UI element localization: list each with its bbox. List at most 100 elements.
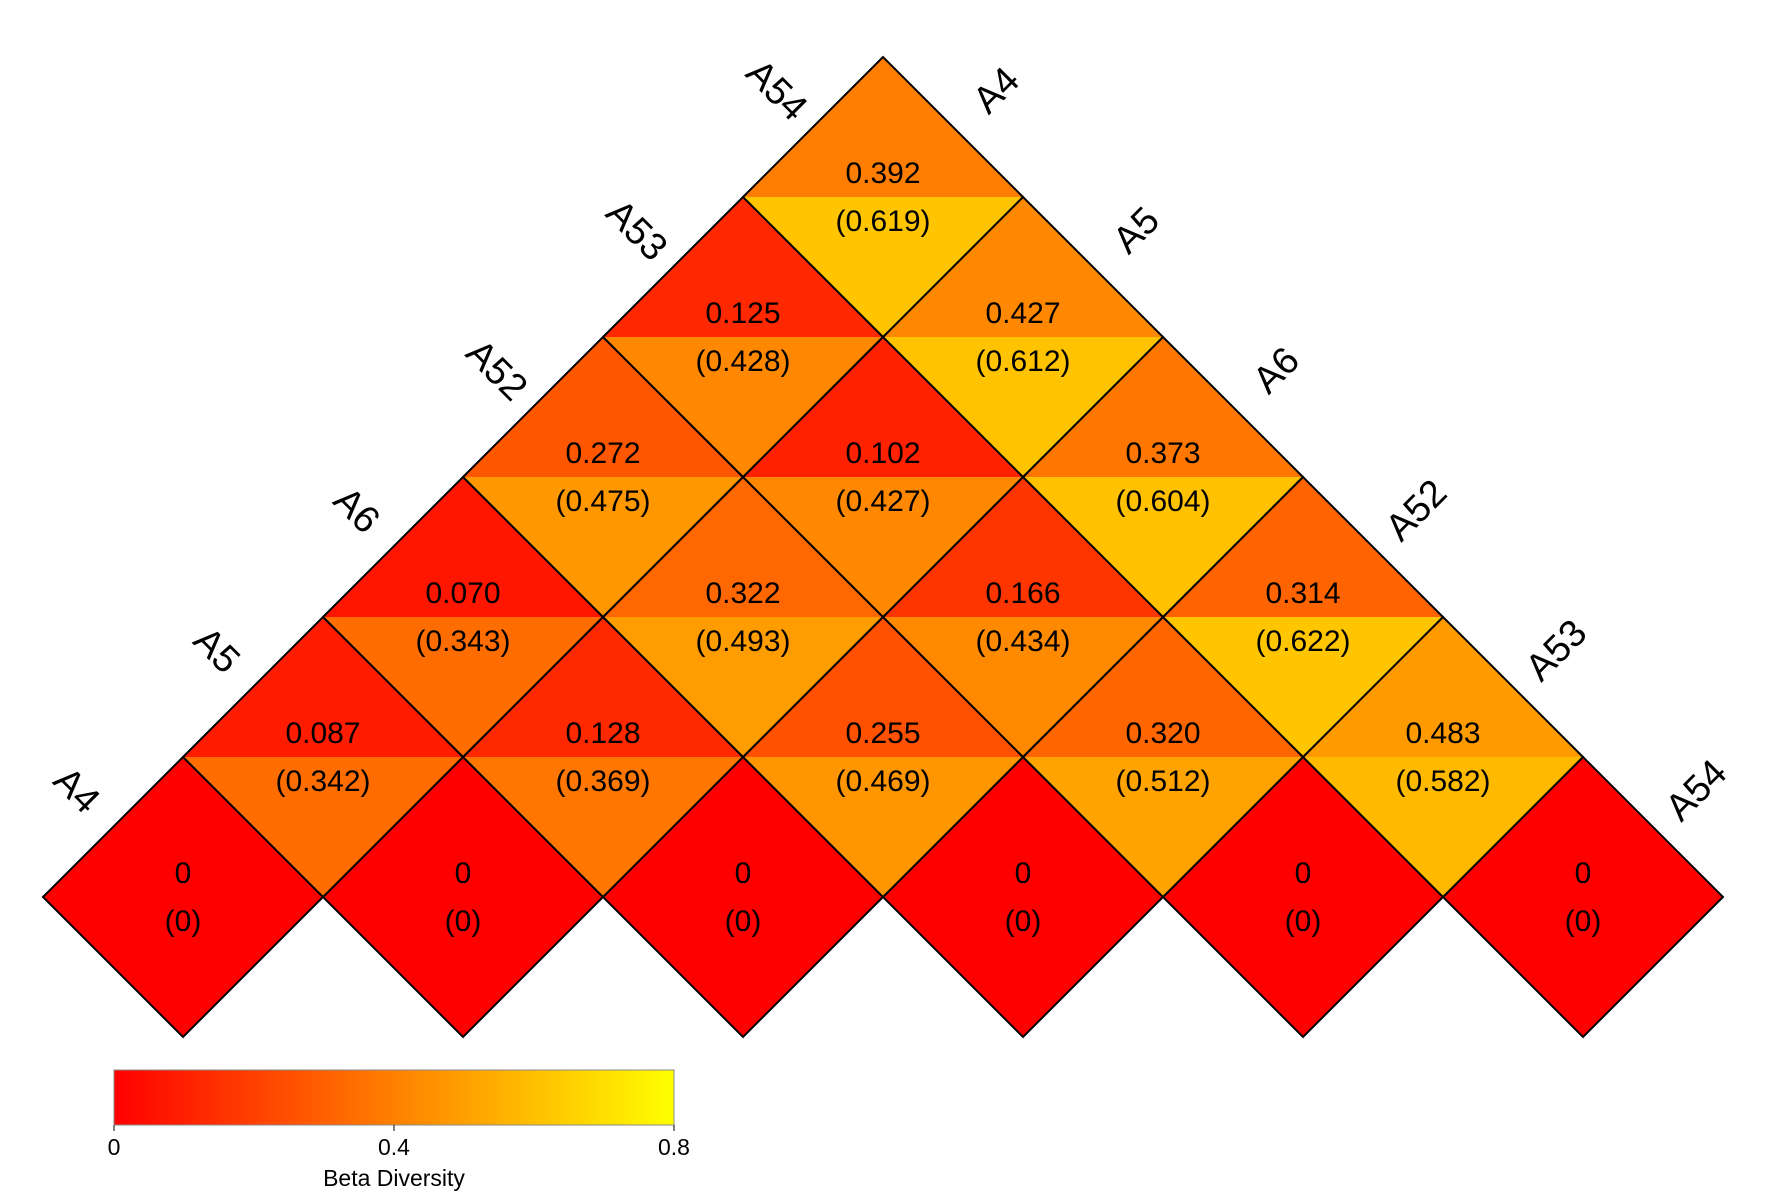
cell-paren-value-label: (0.619)	[835, 205, 930, 238]
legend-tick-label: 0.8	[658, 1134, 690, 1160]
cell-bottom-half	[463, 477, 743, 617]
cell-value-label: 0	[175, 857, 192, 890]
cell-bottom-half	[1303, 757, 1583, 897]
heatmap-cell: 0.125 (0.428)	[601, 195, 885, 479]
cell-value-label: 0.314	[1265, 577, 1340, 610]
cell-paren-value-label: (0.475)	[555, 485, 650, 518]
cell-top-half	[1303, 617, 1583, 757]
cell-top-half	[1443, 757, 1723, 897]
heatmap-cell: 0.087 (0.342)	[181, 615, 465, 899]
cell-paren-value-label: (0.342)	[275, 765, 370, 798]
legend-title: Beta Diversity	[323, 1165, 465, 1191]
cell-paren-value-label: (0)	[1005, 905, 1042, 938]
column-label: A5	[1105, 199, 1168, 262]
cell-bottom-half	[743, 197, 1023, 337]
cell-bottom-half	[883, 897, 1163, 1037]
cell-top-half	[603, 757, 883, 897]
cell-top-half	[43, 757, 323, 897]
cell-top-half	[883, 757, 1163, 897]
cell-paren-value-label: (0.434)	[975, 625, 1070, 658]
cell-top-half	[603, 197, 883, 337]
row-label: A5	[185, 619, 248, 682]
cell-value-label: 0	[1015, 857, 1032, 890]
cell-paren-value-label: (0.343)	[415, 625, 510, 658]
cell-paren-value-label: (0)	[165, 905, 202, 938]
cell-paren-value-label: (0.428)	[695, 345, 790, 378]
row-label: A54	[738, 52, 816, 130]
column-label: A52	[1378, 472, 1456, 550]
legend-tick-label: 0.4	[378, 1134, 410, 1160]
column-label: A54	[1658, 752, 1736, 830]
cell-paren-value-label: (0.427)	[835, 485, 930, 518]
legend-tick-label: 0	[108, 1134, 121, 1160]
cell-value-label: 0.272	[565, 437, 640, 470]
cell-bottom-half	[323, 617, 603, 757]
cell-top-half	[463, 617, 743, 757]
cell-paren-value-label: (0.469)	[835, 765, 930, 798]
cell-bottom-half	[1443, 897, 1723, 1037]
cell-paren-value-label: (0.582)	[1395, 765, 1490, 798]
cell-top-half	[743, 617, 1023, 757]
cell-top-half	[463, 337, 743, 477]
cell-value-label: 0.128	[565, 717, 640, 750]
color-legend: 0 0.4 0.8 Beta Diversity	[108, 1069, 690, 1191]
cell-bottom-half	[1023, 477, 1303, 617]
cell-value-label: 0.483	[1405, 717, 1480, 750]
cell-value-label: 0.392	[845, 157, 920, 190]
row-label: A53	[598, 192, 676, 270]
heatmap-cell: 0.128 (0.369)	[461, 615, 745, 899]
heatmap-cell: 0(0)	[881, 755, 1165, 1039]
cell-paren-value-label: (0.512)	[1115, 765, 1210, 798]
heatmap-cells: 0(0)0(0)0(0)0(0)0(0)0(0)0.087(0.342)0.12…	[41, 55, 1725, 1039]
cell-bottom-half	[1023, 757, 1303, 897]
cell-value-label: 0	[1575, 857, 1592, 890]
cell-bottom-half	[743, 757, 1023, 897]
cell-value-label: 0.373	[1125, 437, 1200, 470]
cell-paren-value-label: (0)	[445, 905, 482, 938]
cell-bottom-half	[1163, 617, 1443, 757]
cell-bottom-half	[883, 617, 1163, 757]
cell-value-label: 0	[1295, 857, 1312, 890]
cell-top-half	[1023, 337, 1303, 477]
cell-value-label: 0	[455, 857, 472, 890]
heatmap-cell: 0.314 (0.622)	[1161, 475, 1445, 759]
cell-bottom-half	[1163, 897, 1443, 1037]
heatmap-cell: 0.322 (0.493)	[601, 475, 885, 759]
cell-paren-value-label: (0.604)	[1115, 485, 1210, 518]
heatmap-cell: 0(0)	[41, 755, 325, 1039]
cell-paren-value-label: (0.622)	[1255, 625, 1350, 658]
cell-bottom-half	[883, 337, 1163, 477]
cell-value-label: 0	[735, 857, 752, 890]
cell-top-half	[1163, 757, 1443, 897]
cell-bottom-half	[183, 757, 463, 897]
cell-value-label: 0.125	[705, 297, 780, 330]
cell-value-label: 0.166	[985, 577, 1060, 610]
cell-top-half	[1023, 617, 1303, 757]
cell-bottom-half	[603, 897, 883, 1037]
cell-paren-value-label: (0)	[1285, 905, 1322, 938]
heatmap-cell: 0.255 (0.469)	[741, 615, 1025, 899]
cell-top-half	[183, 617, 463, 757]
cell-bottom-half	[463, 757, 743, 897]
cell-top-half	[323, 477, 603, 617]
cell-paren-value-label: (0)	[1565, 905, 1602, 938]
cell-top-half	[743, 337, 1023, 477]
cell-bottom-half	[323, 897, 603, 1037]
cell-value-label: 0.427	[985, 297, 1060, 330]
cell-value-label: 0.087	[285, 717, 360, 750]
cell-top-half	[1163, 477, 1443, 617]
heatmap-cell: 0.272 (0.475)	[461, 335, 745, 619]
cell-paren-value-label: (0.369)	[555, 765, 650, 798]
cell-value-label: 0.255	[845, 717, 920, 750]
cell-bottom-half	[603, 617, 883, 757]
heatmap-cell: 0.166 (0.434)	[881, 475, 1165, 759]
heatmap-cell: 0.392 (0.619)	[741, 55, 1025, 339]
cell-paren-value-label: (0)	[725, 905, 762, 938]
cell-paren-value-label: (0.612)	[975, 345, 1070, 378]
row-label: A52	[458, 332, 536, 410]
column-label: A53	[1518, 612, 1596, 690]
cell-top-half	[883, 197, 1163, 337]
column-label: A4	[965, 59, 1028, 122]
heatmap-cell: 0.320 (0.512)	[1021, 615, 1305, 899]
